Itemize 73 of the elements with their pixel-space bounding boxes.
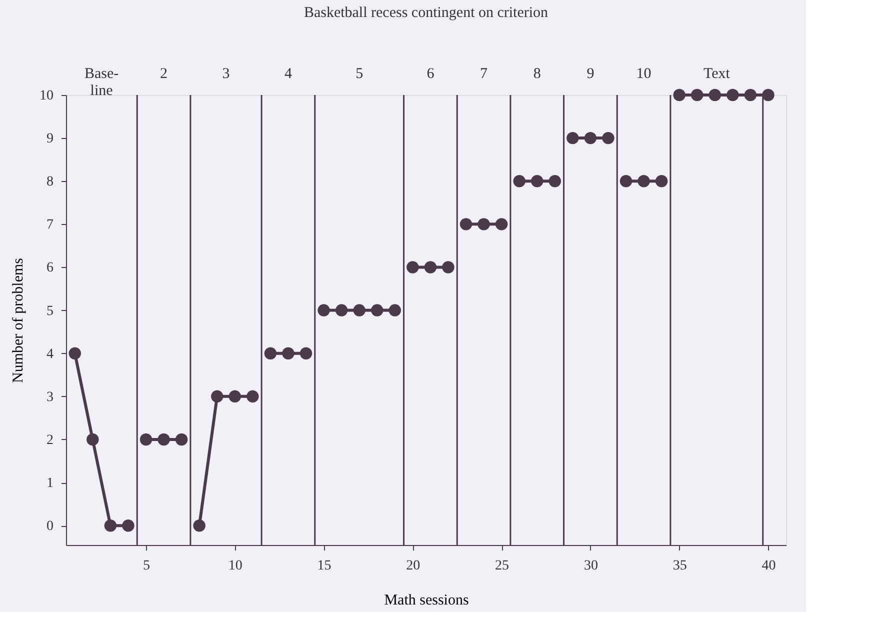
point [460,218,472,230]
point [86,433,99,446]
point [584,132,597,144]
text: 6 [426,66,435,82]
point [762,88,774,102]
text: 8 [533,66,541,82]
point [442,261,454,274]
point [708,88,722,102]
point [424,261,437,274]
y-tick-label: 5 [46,304,54,319]
point [406,261,419,274]
point [140,433,152,446]
point [744,88,757,102]
point [673,88,686,102]
point [566,132,579,144]
point [175,433,188,446]
chart-title: Basketball recess contingent on criterion [304,5,549,21]
text: 3 [222,66,230,82]
point [264,347,277,360]
x-tick-label: 10 [228,558,242,574]
point [318,304,330,316]
point [726,88,739,102]
y-axis-title: Number of problems [10,258,26,383]
text: 5 [356,66,364,82]
y-tick-label: 1 [46,476,54,492]
point [193,520,206,532]
x-axis-title: Math sessions [384,592,469,608]
point [122,520,134,532]
x-tick-label: 15 [317,558,332,574]
y-tick-label: 10 [40,88,54,104]
text: 9 [586,66,594,82]
annotation: Base- line [84,66,119,99]
point [68,347,82,360]
point [388,304,402,316]
point [655,175,668,188]
text: 2 [160,66,168,82]
text: 10 [636,66,652,82]
x-tick-label: 25 [495,558,510,574]
point [620,175,632,188]
point [513,175,526,188]
y-tick-label: 8 [46,174,54,190]
point [370,304,384,316]
point [300,347,312,360]
y-tick-label: 9 [46,132,54,147]
point [246,390,259,403]
point [282,347,294,360]
text: 4 [284,66,292,82]
y-tick-label: 4 [46,346,54,362]
point [495,218,508,230]
x-tick-label: 20 [406,558,420,574]
x-tick-label: 5 [143,558,150,574]
point [104,520,117,532]
point [530,175,544,188]
y-tick-label: 2 [46,433,54,448]
y-tick-label: 6 [46,260,54,276]
point [228,390,242,403]
point [602,132,614,144]
point [335,304,348,316]
point [478,218,490,230]
point [638,175,650,188]
point [158,433,170,446]
y-tick-label: 7 [46,218,54,233]
point [353,304,366,316]
y-tick-label: 0 [46,519,54,534]
y-tick-label: 3 [46,390,54,405]
point [690,88,704,102]
point [548,175,562,188]
x-tick-label: 40 [762,558,776,574]
x-tick-label: 35 [672,558,687,574]
text: Text [703,66,731,82]
point [210,390,224,403]
text: 7 [480,66,488,82]
x-tick-label: 30 [584,558,598,574]
